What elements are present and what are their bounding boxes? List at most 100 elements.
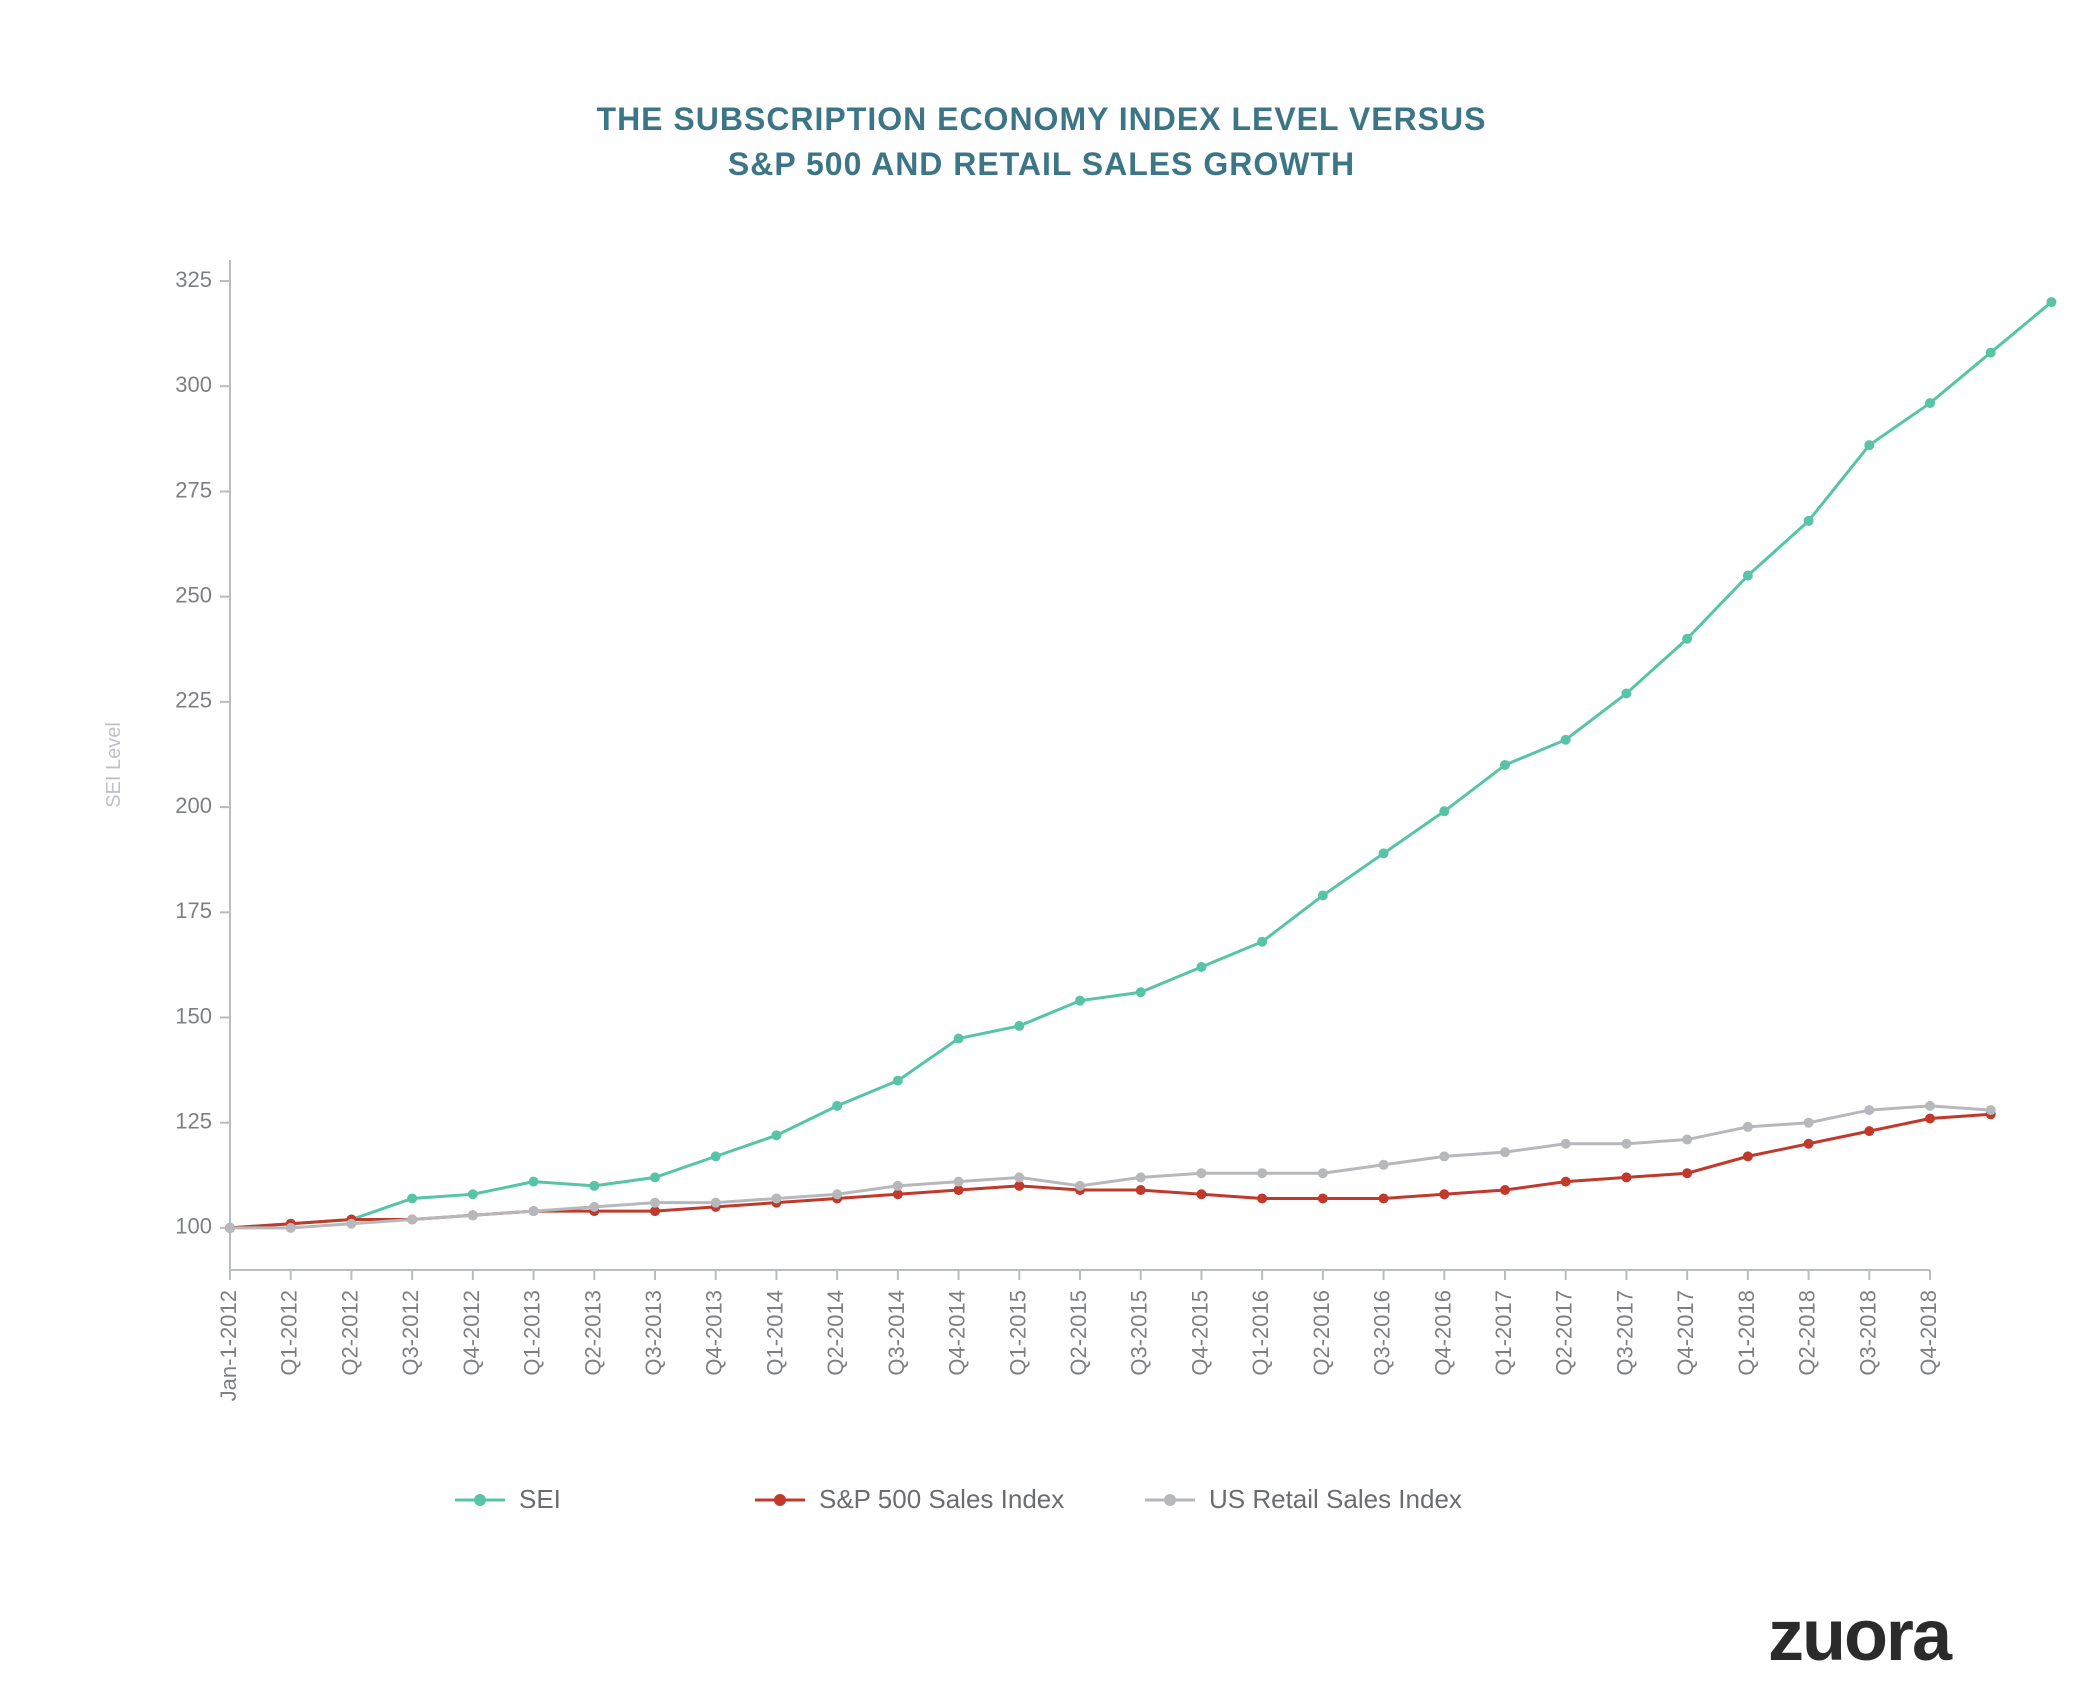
x-tick-label: Q3-2015	[1127, 1290, 1152, 1376]
x-tick-label: Jan-1-2012	[216, 1290, 241, 1401]
series-marker	[468, 1210, 478, 1220]
series-marker	[1986, 348, 1996, 358]
series-marker	[589, 1202, 599, 1212]
legend-swatch-dot	[1164, 1494, 1176, 1506]
series-marker	[1621, 1172, 1631, 1182]
series-marker	[1682, 1168, 1692, 1178]
x-tick-label: Q3-2017	[1612, 1290, 1637, 1376]
legend-label: US Retail Sales Index	[1209, 1484, 1462, 1514]
series-marker	[1014, 1021, 1024, 1031]
x-tick-label: Q4-2014	[945, 1290, 970, 1376]
y-axis-label: SEI Level	[103, 722, 125, 808]
series-marker	[1136, 1185, 1146, 1195]
series-marker	[1804, 1118, 1814, 1128]
series-line	[230, 302, 2051, 1228]
series-marker	[1439, 1189, 1449, 1199]
y-tick-label: 325	[175, 267, 212, 292]
x-tick-label: Q1-2014	[762, 1290, 787, 1376]
x-tick-label: Q4-2015	[1187, 1290, 1212, 1376]
x-tick-label: Q3-2013	[641, 1290, 666, 1376]
series-marker	[832, 1189, 842, 1199]
series-marker	[1743, 571, 1753, 581]
chart-svg: THE SUBSCRIPTION ECONOMY INDEX LEVEL VER…	[0, 0, 2083, 1708]
series-marker	[711, 1151, 721, 1161]
series-marker	[1439, 1151, 1449, 1161]
chart-title-line1: THE SUBSCRIPTION ECONOMY INDEX LEVEL VER…	[597, 101, 1487, 137]
y-tick-label: 250	[175, 582, 212, 607]
series-marker	[1743, 1122, 1753, 1132]
x-tick-label: Q4-2013	[702, 1290, 727, 1376]
x-tick-label: Q2-2018	[1795, 1290, 1820, 1376]
series-marker	[2046, 297, 2056, 307]
y-tick-label: 100	[175, 1214, 212, 1239]
x-tick-label: Q3-2018	[1855, 1290, 1880, 1376]
series-marker	[1621, 688, 1631, 698]
chart-title-line2: S&P 500 AND RETAIL SALES GROWTH	[728, 146, 1355, 182]
legend-label: SEI	[519, 1484, 561, 1514]
x-tick-label: Q2-2013	[580, 1290, 605, 1376]
series-marker	[1196, 1168, 1206, 1178]
series-marker	[1075, 1181, 1085, 1191]
series-marker	[771, 1130, 781, 1140]
series-marker	[529, 1206, 539, 1216]
x-tick-label: Q1-2017	[1491, 1290, 1516, 1376]
series-marker	[1561, 735, 1571, 745]
series-marker	[1561, 1139, 1571, 1149]
x-tick-label: Q4-2016	[1430, 1290, 1455, 1376]
x-tick-label: Q2-2012	[337, 1290, 362, 1376]
series-marker	[346, 1219, 356, 1229]
series-marker	[1743, 1151, 1753, 1161]
legend-swatch-dot	[474, 1494, 486, 1506]
series-marker	[1257, 1168, 1267, 1178]
series-marker	[1925, 1101, 1935, 1111]
series-marker	[1439, 806, 1449, 816]
series-marker	[225, 1223, 235, 1233]
legend-swatch-dot	[774, 1494, 786, 1506]
series-marker	[407, 1193, 417, 1203]
series-marker	[1318, 1193, 1328, 1203]
x-tick-label: Q1-2012	[277, 1290, 302, 1376]
x-tick-label: Q4-2012	[459, 1290, 484, 1376]
y-tick-label: 150	[175, 1003, 212, 1028]
series-marker	[1925, 1114, 1935, 1124]
series-marker	[1318, 1168, 1328, 1178]
series-marker	[1986, 1105, 1996, 1115]
series-marker	[1500, 760, 1510, 770]
series-marker	[407, 1215, 417, 1225]
x-tick-label: Q3-2016	[1370, 1290, 1395, 1376]
series-marker	[286, 1223, 296, 1233]
x-tick-label: Q3-2012	[398, 1290, 423, 1376]
series-marker	[893, 1181, 903, 1191]
series-marker	[954, 1177, 964, 1187]
series-marker	[832, 1101, 842, 1111]
y-tick-label: 200	[175, 793, 212, 818]
series-marker	[1196, 962, 1206, 972]
series-marker	[468, 1189, 478, 1199]
series-marker	[1136, 1172, 1146, 1182]
series-marker	[1196, 1189, 1206, 1199]
series-marker	[1864, 1126, 1874, 1136]
chart-container: THE SUBSCRIPTION ECONOMY INDEX LEVEL VER…	[0, 0, 2083, 1708]
series-marker	[771, 1193, 781, 1203]
series-marker	[1864, 440, 1874, 450]
x-tick-label: Q2-2014	[823, 1290, 848, 1376]
series-marker	[1257, 937, 1267, 947]
series-marker	[1014, 1172, 1024, 1182]
x-tick-label: Q1-2018	[1734, 1290, 1759, 1376]
series-marker	[1379, 848, 1389, 858]
series-marker	[589, 1181, 599, 1191]
series-marker	[1318, 890, 1328, 900]
series-marker	[1682, 634, 1692, 644]
series-marker	[1500, 1147, 1510, 1157]
series-marker	[529, 1177, 539, 1187]
series-marker	[1075, 996, 1085, 1006]
x-tick-label: Q4-2017	[1673, 1290, 1698, 1376]
series-marker	[893, 1076, 903, 1086]
brand-logo: zuora	[1768, 1596, 1953, 1676]
x-tick-label: Q2-2016	[1309, 1290, 1334, 1376]
series-marker	[1561, 1177, 1571, 1187]
x-tick-label: Q4-2018	[1916, 1290, 1941, 1376]
series-marker	[1925, 398, 1935, 408]
x-tick-label: Q2-2015	[1066, 1290, 1091, 1376]
y-tick-label: 125	[175, 1109, 212, 1134]
